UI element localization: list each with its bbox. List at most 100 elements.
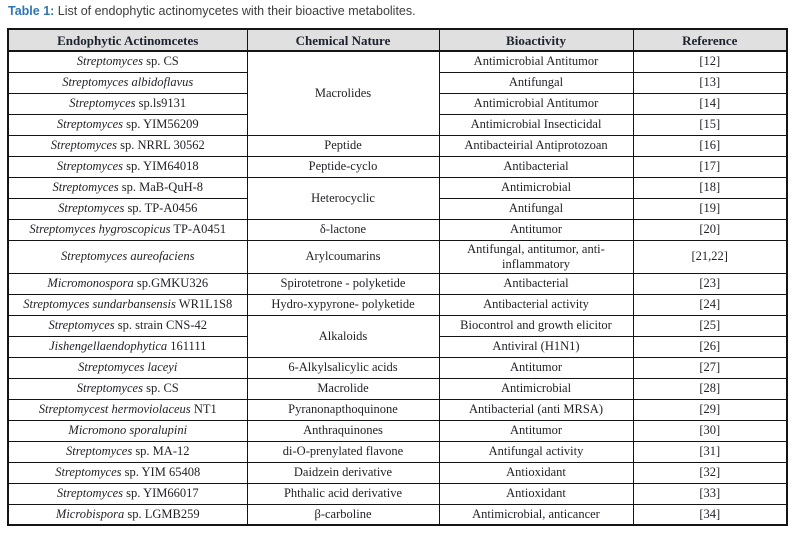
organism-strain: sp.GMKU326 [133,276,209,290]
table-row: Streptomyces sp. YIM 65408 Daidzein deriv… [7,461,788,484]
chemical-nature-cell: Hydro-xypyrone- polyketide [246,293,440,316]
bioactivity-cell: Antimicrobial [438,377,634,400]
organism-name: Streptomyces laceyi [78,360,178,374]
reference-cell: [24] [632,293,788,316]
bioactivity-cell: Antimicrobial Insecticidal [438,113,634,136]
organism-cell: Micromono sporalupini [7,419,248,442]
reference-cell: [31] [632,440,788,463]
reference-cell: [13] [632,71,788,94]
organism-name: Streptomyces [56,159,124,173]
reference-cell: [29] [632,398,788,421]
reference-cell: [34] [632,503,788,526]
organism-name: Jishengellaendophytica [49,339,168,353]
organism-cell: Streptomycest hermoviolaceus NT1 [7,398,248,421]
bioactivity-cell: Antimicrobial [438,176,634,199]
organism-strain: WR1L1S8 [175,297,233,311]
column-header-bioactivity: Bioactivity [438,28,634,52]
organism-strain: NT1 [190,402,217,416]
organism-name: Streptomyces [56,486,124,500]
chemical-nature-cell: Peptide [246,134,440,157]
table-row: Streptomyces sp. strain CNS-42 Alkaloids B… [7,314,788,358]
reference-cell: [19] [632,197,788,220]
organism-cell: Jishengellaendophytica 161111 [7,335,248,358]
organism-cell: Streptomyces sp. YIM66017 [7,482,248,505]
organism-strain: sp. CS [142,54,179,69]
organism-name: Streptomyces [56,117,124,131]
table-row: Streptomyces sp.ls9131 Antimicrobial Anti… [7,92,788,115]
chemical-nature-cell: Macrolides [246,50,440,136]
bioactivity-cell: Biocontrol and growth elicitor [438,314,634,337]
table-row: Micromono sporalupini Anthraquinones Antit… [7,419,788,442]
reference-cell: [28] [632,377,788,400]
organism-cell: Streptomyces hygroscopicus TP-A0451 [7,218,248,241]
bioactivity-cell: Antitumor [438,218,634,241]
organism-strain: sp. TP-A0456 [124,201,198,215]
organism-cell: Microbispora sp. LGMB259 [7,503,248,526]
table-row: Microbispora sp. LGMB259 β-carboline Antim… [7,503,788,526]
bioactivity-cell: Antitumor [438,419,634,442]
chemical-nature-cell: di-O-prenylated flavone [246,440,440,463]
organism-cell: Streptomyces albidoflavus [7,71,248,94]
organism-strain: sp. MA-12 [132,444,190,458]
organism-cell: Streptomyces sp. strain CNS-42 [7,314,248,337]
organism-cell: Streptomyces sp.ls9131 [7,92,248,115]
organism-name: Streptomyces [52,180,119,194]
organism-name: Streptomycest hermoviolaceus [38,402,191,416]
organism-strain: sp. YIM 65408 [121,465,201,479]
table-row: Streptomyces sp. TP-A0456 Antifungal [19] [7,197,788,220]
chemical-nature-cell: Macrolide [246,377,440,400]
bioactivity-cell: Antibacterial activity [438,293,634,316]
column-header-endophytic-actinomcetes: Endophytic Actinomcetes [7,28,248,52]
reference-cell: [14] [632,92,788,115]
bioactivity-cell: Antioxidant [438,482,634,505]
organism-name: Streptomyces [55,465,122,479]
organism-strain: sp. YIM56209 [123,117,199,131]
table-row: Streptomyces sp. MaB-QuH-8 Heterocyclic An… [7,176,788,220]
organism-strain: sp. CS [142,381,179,395]
chemical-nature-cell: Pyranonapthoquinone [246,398,440,421]
reference-cell: [21,22] [632,239,788,274]
organism-cell: Micromonospora sp.GMKU326 [7,272,248,295]
organism-cell: Streptomyces sp. YIM64018 [7,155,248,178]
page: Table 1: List of endophytic actinomycete… [7,4,788,526]
table-row: Streptomyces sundarbansensis WR1L1S8 Hydr… [7,293,788,316]
organism-cell: Streptomyces sp. TP-A0456 [7,197,248,220]
organism-name: Microbispora [55,506,125,521]
metabolites-table: Endophytic Actinomcetes Chemical Nature … [7,28,788,526]
bioactivity-cell: Antimicrobial Antitumor [438,92,634,115]
organism-strain: 161111 [167,339,207,353]
organism-strain: sp. NRRL 30562 [116,138,205,152]
chemical-nature-cell: Alkaloids [246,314,440,358]
reference-cell: [17] [632,155,788,178]
bioactivity-cell: Antimicrobial Antitumor [438,50,634,73]
organism-strain: sp. YIM66017 [123,486,199,500]
chemical-nature-cell: 6-Alkylsalicylic acids [246,356,440,379]
organism-strain: sp. strain CNS-42 [114,318,208,332]
table-row: Streptomyces sp. CS Macrolide Antimicrobia… [7,377,788,400]
chemical-nature-cell: Arylcoumarins [246,239,440,274]
organism-cell: Streptomyces sp. YIM 65408 [7,461,248,484]
reference-cell: [26] [632,335,788,358]
bioactivity-cell: Antifungal activity [438,440,634,463]
organism-strain: sp. LGMB259 [124,506,200,521]
reference-cell: [15] [632,113,788,136]
chemical-nature-cell: Daidzein derivative [246,461,440,484]
chemical-nature-cell: Peptide-cyclo [246,155,440,178]
organism-name: Streptomyces [58,201,125,215]
organism-cell: Streptomyces aureofaciens [7,239,248,274]
organism-cell: Streptomyces sp. NRRL 30562 [7,134,248,157]
column-header-chemical-nature: Chemical Nature [246,28,440,52]
reference-cell: [27] [632,356,788,379]
table-row: Streptomycest hermoviolaceus NT1 Pyranona… [7,398,788,421]
organism-name: Streptomyces aureofaciens [61,249,195,263]
organism-name: Streptomyces [76,381,143,395]
header-row: Endophytic Actinomcetes Chemical Nature … [7,28,788,52]
table-row: Streptomyces aureofaciens Arylcoumarins An… [7,239,788,274]
table-row: Streptomyces sp. CS Macrolides Antimicrobi… [7,50,788,136]
reference-cell: [25] [632,314,788,337]
organism-name: Streptomyces [50,138,117,152]
organism-name: Micromonospora [47,276,134,290]
chemical-nature-cell: δ-lactone [246,218,440,241]
organism-name: Streptomyces [76,54,143,69]
bioactivity-cell: Antibacteirial Antiprotozoan [438,134,634,157]
